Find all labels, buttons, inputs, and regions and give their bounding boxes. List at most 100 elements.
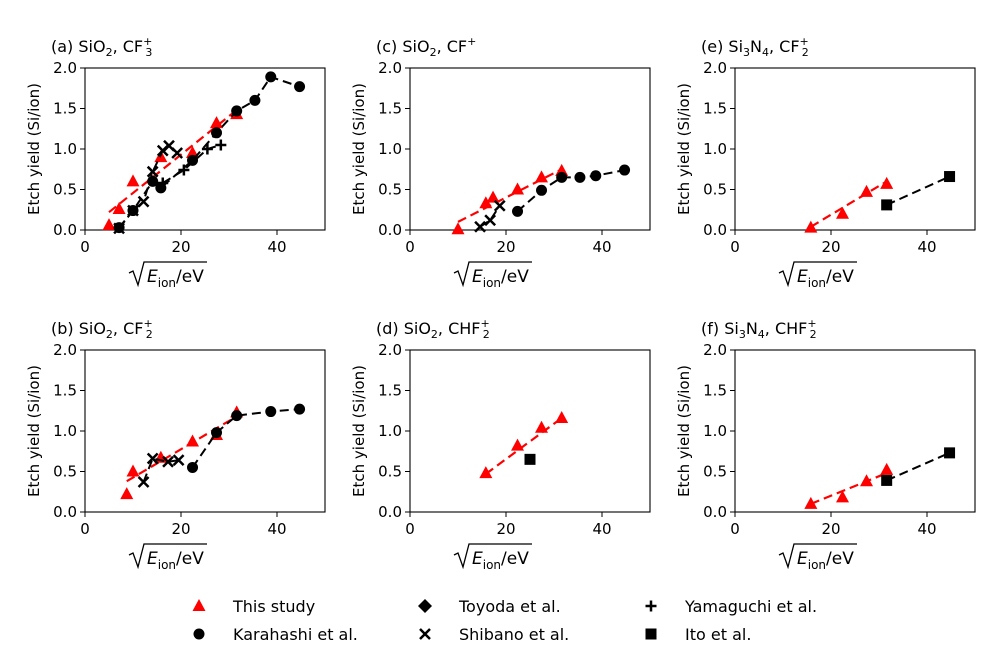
y-axis-label: Etch yield (Si/ion) [350, 365, 368, 497]
x-axis-label: Eion/eV [147, 267, 204, 290]
point-this-study [210, 116, 224, 129]
fit-line-this-study-fit [485, 417, 563, 475]
y-tick-label: 0.5 [703, 181, 727, 199]
x-axis-label: Eion/eV [472, 549, 529, 572]
x-axis-label: Eion/eV [797, 549, 854, 572]
y-tick-label: 2.0 [703, 59, 727, 77]
y-tick-label: 0.0 [53, 221, 77, 239]
axes-frame [409, 349, 651, 513]
legend-label-shibano-et-al: Shibano et al. [459, 625, 569, 644]
legend-label-yamaguchi-et-al: Yamaguchi et al. [684, 597, 817, 616]
y-tick-label: 1.0 [703, 140, 727, 158]
title-superscript: + [481, 317, 490, 330]
legend-label-ito-et-al: Ito et al. [685, 625, 751, 644]
legend-marker-this-study [192, 599, 206, 611]
x-label-unit: /eV [826, 549, 854, 569]
series-line-shibano-et-al [142, 457, 179, 483]
point-karahashi-et-al [231, 105, 243, 117]
y-axis-label: Etch yield (Si/ion) [25, 83, 43, 215]
point-karahashi-et-al [294, 403, 306, 415]
title-superscript: + [143, 35, 152, 48]
y-tick-label: 1.5 [703, 382, 727, 400]
legend-label-karahashi-et-al: Karahashi et al. [233, 625, 358, 644]
x-label-unit: /eV [176, 549, 204, 569]
x-tick-label: 0 [80, 520, 90, 538]
axes-frame [734, 67, 976, 231]
panel-title: (a) SiO2, CF+ 3 [51, 35, 152, 59]
point-this-study [451, 222, 465, 235]
title-prefix: (e) Si [701, 37, 743, 56]
point-this-study [511, 438, 525, 451]
point-karahashi-et-al [265, 71, 277, 83]
title-middle: N [750, 37, 762, 56]
y-tick-label: 2.0 [378, 59, 402, 77]
point-karahashi-et-al [187, 461, 199, 473]
point-shibano-et-al [137, 476, 150, 488]
point-karahashi-et-al [574, 171, 586, 183]
title-middle: , CHF [438, 319, 481, 338]
x-label-subscript: ion [483, 276, 501, 290]
y-tick-label: 0.5 [378, 463, 402, 481]
y-tick-label: 0.0 [378, 221, 402, 239]
title-middle: , CF [113, 319, 144, 338]
y-tick-label: 1.5 [378, 382, 402, 400]
point-karahashi-et-al [536, 184, 548, 196]
x-tick-label: 20 [496, 238, 515, 256]
point-this-study [511, 182, 525, 195]
point-yamaguchi-et-al [157, 177, 169, 189]
x-tick-label: 20 [171, 238, 190, 256]
x-label-variable: E [472, 549, 483, 569]
series-line-karahashi-et-al [516, 169, 625, 213]
point-karahashi-et-al [211, 427, 223, 439]
point-this-study [836, 206, 850, 219]
y-tick-label: 1.5 [53, 100, 77, 118]
title-ion-subscript: 2 [483, 328, 490, 341]
legend-marker-shibano-et-al [419, 628, 431, 640]
x-label-unit: /eV [176, 267, 204, 287]
x-tick-label: 20 [821, 238, 840, 256]
title-prefix: (a) SiO [51, 37, 106, 56]
panel-a: 0.0 0.5 1.0 1.5 2.0 0 20 40 Etch yield (Si/ion) E… [25, 35, 326, 290]
point-karahashi-et-al [619, 164, 631, 176]
x-tick-label: 40 [267, 238, 286, 256]
x-label-variable: E [472, 267, 483, 287]
title-subscript-2: 4 [758, 328, 765, 341]
title-middle-2: , CF [769, 37, 800, 56]
point-shibano-et-al [113, 222, 125, 235]
x-tick-label: 40 [267, 520, 286, 538]
fit-line-this-study-fit [810, 472, 888, 505]
y-axis-label: Etch yield (Si/ion) [675, 83, 693, 215]
x-tick-label: 0 [730, 520, 740, 538]
fit-line-this-study-fit [108, 109, 238, 214]
point-this-study [836, 490, 850, 503]
point-this-study [486, 190, 500, 203]
sqrt-sign [778, 543, 857, 570]
legend-marker-karahashi-et-al [193, 628, 205, 640]
x-label-unit: /eV [501, 267, 529, 287]
point-yamaguchi-et-al [201, 143, 213, 155]
point-ito-et-al [881, 199, 893, 211]
title-ion-subscript: 2 [810, 328, 817, 341]
sqrt-sign [778, 261, 857, 288]
point-this-study [535, 420, 549, 433]
x-axis-label: Eion/eV [147, 549, 204, 572]
fit-line-this-study-fit [457, 168, 563, 223]
x-label-subscript: ion [158, 558, 176, 572]
point-this-study [102, 218, 116, 231]
point-this-study [112, 201, 126, 214]
y-tick-label: 1.5 [53, 382, 77, 400]
y-axis-label: Etch yield (Si/ion) [25, 365, 43, 497]
series-line-ito-et-al [886, 175, 950, 206]
point-this-study [126, 174, 140, 187]
title-prefix: (c) SiO [376, 37, 430, 56]
y-tick-label: 1.0 [53, 140, 77, 158]
point-karahashi-et-al [265, 406, 277, 418]
y-axis-label: Etch yield (Si/ion) [350, 83, 368, 215]
title-subscript-2: 4 [762, 46, 769, 59]
panel-title: (e) Si3N4, CF+ 2 [701, 35, 809, 59]
point-yamaguchi-et-al [178, 164, 190, 176]
point-shibano-et-al [162, 455, 174, 468]
point-this-study [860, 184, 874, 197]
axes-frame [84, 349, 326, 513]
panel-title: (d) SiO2, CHF+ 2 [376, 317, 490, 341]
